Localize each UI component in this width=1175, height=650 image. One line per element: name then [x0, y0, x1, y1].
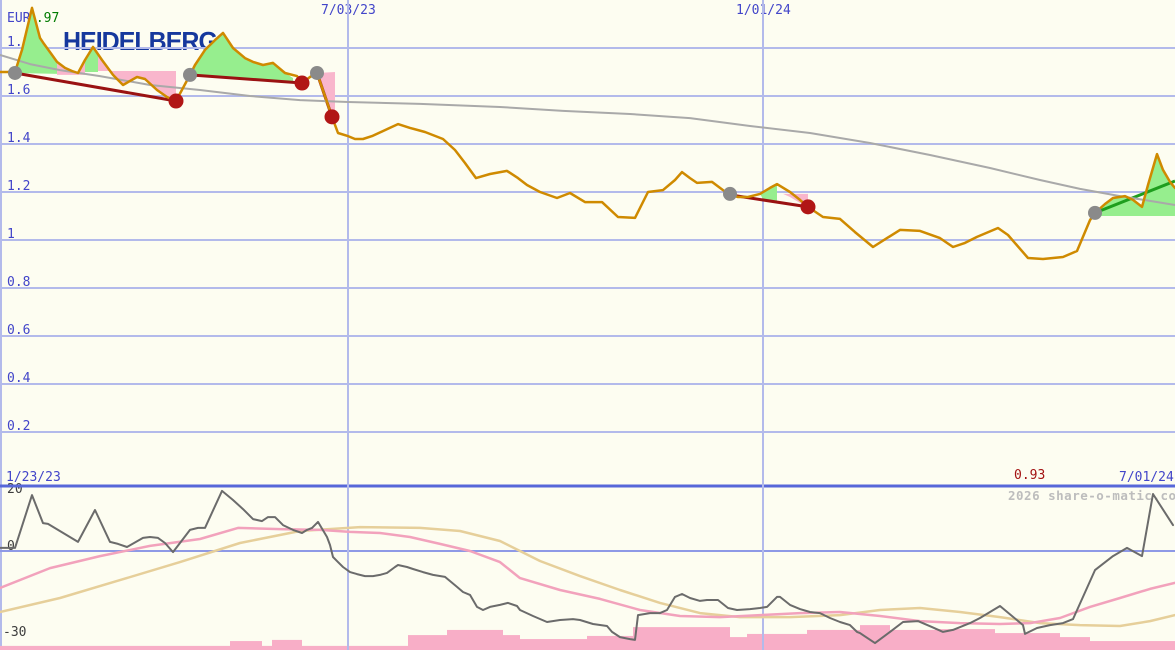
price-axis-tick-label: 0.2 — [7, 419, 31, 434]
oscillator-line — [0, 489, 1174, 645]
histogram-bar — [0, 645, 230, 650]
histogram-bar — [272, 639, 302, 650]
segment-end-dot — [800, 199, 816, 215]
price-chart-layer — [0, 6, 1175, 261]
segment-start-dot — [8, 65, 22, 80]
histogram-bar — [1090, 641, 1175, 650]
histogram-bar — [230, 641, 262, 650]
vertical-gridlines-layer — [347, 0, 764, 650]
moving-average-line — [0, 54, 1175, 206]
heidelberg-logo: HEIDELBERG — [63, 26, 218, 57]
price-axis-tick-label: 1.2 — [7, 179, 31, 194]
histogram-bar — [890, 629, 935, 650]
price-axis-tick-label: 1.6 — [7, 83, 31, 98]
segment-start-dot — [183, 67, 197, 82]
histogram-bar — [302, 645, 408, 650]
segment-end-dot — [294, 75, 310, 91]
histogram-bar — [747, 633, 807, 650]
trend-segment-up — [1094, 179, 1175, 215]
histogram-bar — [447, 629, 503, 650]
price-axis-tick-label: 0.4 — [7, 371, 31, 386]
histogram-layer — [0, 625, 1175, 650]
x-axis-end-date: 7/01/24 — [1119, 470, 1174, 485]
price-axis-tick-label: 1.4 — [7, 131, 31, 146]
histogram-bar — [807, 629, 860, 650]
price-axis-tick-label: 1 — [7, 227, 15, 242]
histogram-bar — [262, 645, 272, 650]
histogram-bar — [520, 639, 587, 650]
signal-cream-line — [0, 525, 1175, 628]
histogram-bar — [633, 627, 730, 650]
price-trend-fill-up — [85, 47, 98, 72]
segment-start-dot — [1088, 205, 1102, 220]
price-trend-fill-up — [1095, 154, 1175, 216]
oscillator-axis-tick-label: -30 — [3, 624, 27, 640]
x-axis-start-date: 1/23/23 — [6, 470, 61, 485]
histogram-bar — [730, 637, 747, 650]
low-value-label: 0.93 — [1014, 468, 1046, 483]
segment-start-dot — [310, 65, 324, 80]
price-axis-tick-label: 0.6 — [7, 323, 31, 338]
price-trend-fill-up — [15, 7, 57, 74]
oscillator-axis-tick-label: 0 — [7, 539, 15, 554]
signal-pink-line — [0, 526, 1175, 626]
watermark: 2026 share-o-matic.com — [1008, 488, 1175, 503]
price-trend-fill-up — [760, 184, 777, 202]
price-line — [0, 6, 1175, 261]
histogram-bar — [1060, 637, 1090, 650]
histogram-bar — [587, 635, 633, 650]
histogram-bar — [408, 635, 447, 650]
segment-start-dot — [723, 186, 737, 201]
segment-end-dot — [168, 93, 184, 109]
price-trend-fill-up — [190, 32, 293, 83]
trend-segment-down — [14, 71, 177, 103]
histogram-bar — [995, 633, 1060, 650]
oscillator-layer — [0, 489, 1175, 645]
currency-label: EUR — [7, 11, 31, 26]
histogram-bar — [503, 635, 520, 650]
histogram-bar — [860, 625, 890, 650]
trend-segment-down — [189, 73, 303, 85]
segment-end-dot — [324, 109, 340, 125]
histogram-bar — [935, 629, 995, 650]
price-axis-tick-label: 0.8 — [7, 275, 31, 290]
